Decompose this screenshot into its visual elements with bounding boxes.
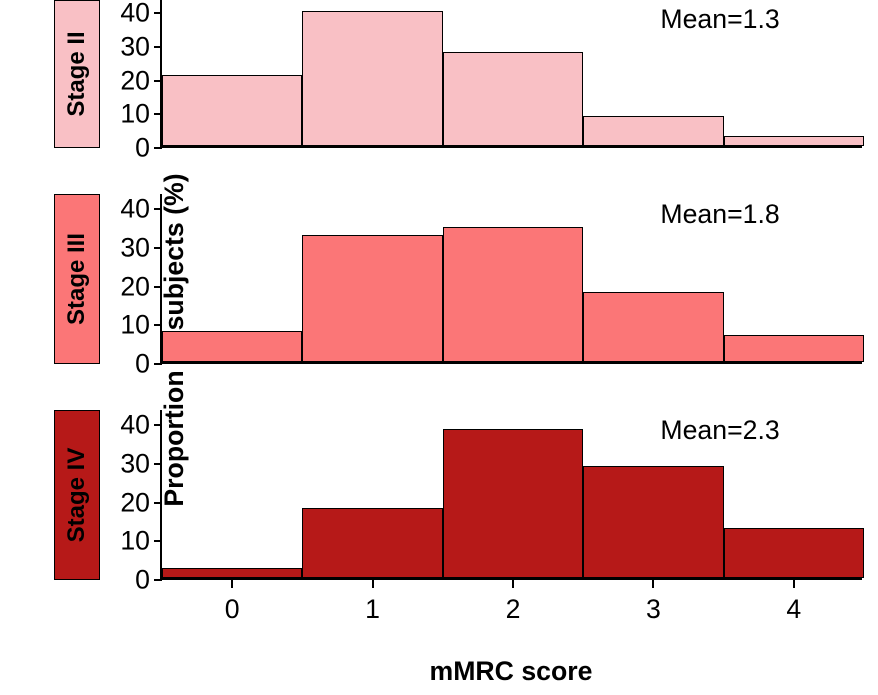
ytick-mark — [154, 540, 162, 542]
ytick-label: 0 — [135, 349, 150, 380]
panel-stage2: Stage II 010203040Mean=1.3 — [54, 0, 870, 148]
panel-label-stage2: Stage II — [63, 31, 91, 116]
xtick-mark — [372, 578, 374, 588]
bar-stage4-2 — [443, 429, 583, 578]
bar-stage2-2 — [443, 52, 583, 146]
ytick-label: 10 — [120, 310, 150, 341]
bar-stage3-3 — [583, 292, 723, 362]
panel-label-band-stage4: Stage IV — [54, 410, 100, 580]
xtick-mark — [652, 578, 654, 588]
ytick-mark — [154, 46, 162, 48]
panel-label-stage4: Stage IV — [63, 448, 91, 543]
ytick-mark — [154, 113, 162, 115]
bar-stage2-4 — [724, 136, 864, 146]
ytick-mark — [154, 463, 162, 465]
xtick-label: 0 — [225, 594, 240, 625]
ytick-label: 20 — [120, 271, 150, 302]
ytick-label: 40 — [120, 194, 150, 225]
bar-stage2-1 — [302, 11, 442, 146]
ytick-mark — [154, 502, 162, 504]
ytick-mark — [154, 324, 162, 326]
ytick-label: 20 — [120, 487, 150, 518]
ytick-mark — [154, 80, 162, 82]
xtick-label: 4 — [786, 594, 801, 625]
ytick-label: 10 — [120, 526, 150, 557]
x-axis-title: mMRC score — [430, 656, 593, 687]
panel-stage4: Stage IV 010203040Mean=2.301234 — [54, 410, 870, 580]
plot-area-stage2: 010203040Mean=1.3 — [160, 0, 862, 148]
mean-annotation-stage3: Mean=1.8 — [660, 199, 779, 230]
bar-stage3-0 — [162, 331, 302, 362]
panel-label-stage3: Stage III — [63, 233, 91, 325]
xtick-label: 3 — [646, 594, 661, 625]
xtick-mark — [793, 578, 795, 588]
bar-stage4-0 — [162, 568, 302, 578]
bar-stage4-1 — [302, 508, 442, 578]
plot-area-stage4: 010203040Mean=2.301234 — [160, 410, 862, 580]
bar-stage3-2 — [443, 227, 583, 362]
bar-stage3-1 — [302, 235, 442, 363]
ytick-label: 20 — [120, 65, 150, 96]
panel-label-band-stage3: Stage III — [54, 194, 100, 364]
xtick-label: 1 — [365, 594, 380, 625]
ytick-mark — [154, 579, 162, 581]
ytick-mark — [154, 147, 162, 149]
bar-stage4-3 — [583, 466, 723, 578]
ytick-mark — [154, 208, 162, 210]
ytick-mark — [154, 424, 162, 426]
mean-annotation-stage2: Mean=1.3 — [660, 4, 779, 35]
chart-container: Proportion of subjects (%) mMRC score St… — [0, 0, 878, 695]
ytick-label: 10 — [120, 99, 150, 130]
bar-stage3-4 — [724, 335, 864, 362]
bar-stage2-0 — [162, 75, 302, 146]
xtick-mark — [231, 578, 233, 588]
ytick-mark — [154, 247, 162, 249]
xtick-label: 2 — [506, 594, 521, 625]
ytick-label: 30 — [120, 449, 150, 480]
plot-area-stage3: 010203040Mean=1.8 — [160, 194, 862, 364]
panel-label-band-stage2: Stage II — [54, 0, 100, 148]
bar-stage2-3 — [583, 116, 723, 146]
ytick-mark — [154, 286, 162, 288]
ytick-mark — [154, 363, 162, 365]
ytick-label: 30 — [120, 32, 150, 63]
xtick-mark — [512, 578, 514, 588]
ytick-label: 40 — [120, 410, 150, 441]
panel-stage3: Stage III 010203040Mean=1.8 — [54, 194, 870, 364]
ytick-label: 0 — [135, 133, 150, 164]
panels-container: Stage II010203040Mean=1.3Stage III010203… — [54, 0, 870, 580]
bar-stage4-4 — [724, 528, 864, 578]
ytick-label: 30 — [120, 233, 150, 264]
mean-annotation-stage4: Mean=2.3 — [660, 415, 779, 446]
ytick-label: 40 — [120, 0, 150, 29]
ytick-label: 0 — [135, 565, 150, 596]
ytick-mark — [154, 12, 162, 14]
